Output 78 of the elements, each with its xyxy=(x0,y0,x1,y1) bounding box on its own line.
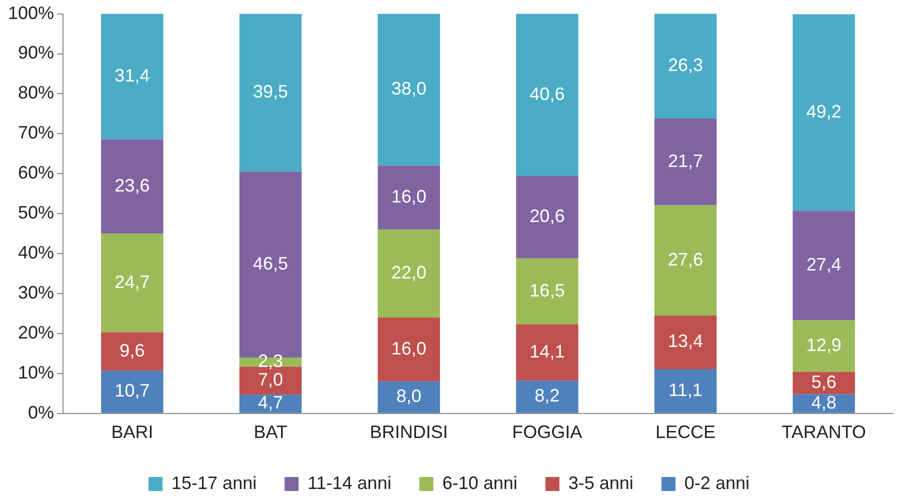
x-tick-label: FOGGIA xyxy=(512,422,582,442)
bar xyxy=(516,176,578,258)
data-label: 38,0 xyxy=(391,78,426,99)
bar xyxy=(792,210,855,320)
data-label: 8,2 xyxy=(534,386,560,406)
data-label: 21,7 xyxy=(668,150,704,171)
x-tick-label: TARANTO xyxy=(782,422,866,442)
data-label: 11,1 xyxy=(668,380,702,400)
bar xyxy=(654,316,717,370)
data-label: 26,3 xyxy=(668,54,704,75)
data-label: 23,6 xyxy=(114,175,150,196)
data-label: 4,7 xyxy=(258,392,284,413)
x-tick-label: BAT xyxy=(254,422,288,442)
legend-label: 6-10 anni xyxy=(442,472,518,493)
data-label: 16,5 xyxy=(530,280,565,300)
y-tick-label: 80% xyxy=(18,82,54,103)
data-label: 40,6 xyxy=(530,84,565,104)
bar xyxy=(101,14,164,140)
bar xyxy=(378,230,440,318)
bar xyxy=(378,166,440,230)
bar xyxy=(792,14,855,211)
data-label: 5,6 xyxy=(811,372,836,392)
bar xyxy=(239,14,302,172)
bar xyxy=(516,258,578,324)
data-label: 46,5 xyxy=(253,254,288,274)
bar xyxy=(378,14,440,166)
bar xyxy=(516,14,578,176)
y-tick-label: 10% xyxy=(18,362,54,382)
data-label: 4,8 xyxy=(811,392,836,413)
bar xyxy=(101,234,164,332)
data-label: 8,0 xyxy=(396,386,422,406)
data-label: 22,0 xyxy=(391,262,426,283)
x-tick-label: BRINDISI xyxy=(370,422,448,442)
data-label: 2,3 xyxy=(258,351,284,372)
data-label: 20,6 xyxy=(530,206,565,226)
y-tick-label: 100% xyxy=(8,2,54,23)
bar xyxy=(239,394,302,413)
legend-label: 11-14 anni xyxy=(308,472,392,493)
bar xyxy=(654,118,717,206)
data-label: 9,6 xyxy=(120,340,145,360)
bar xyxy=(101,139,164,234)
data-label: 7,0 xyxy=(258,370,284,390)
data-label: 24,7 xyxy=(114,272,150,292)
y-tick-label: 60% xyxy=(18,162,54,183)
data-label: 27,6 xyxy=(668,249,704,270)
data-label: 10,7 xyxy=(114,380,150,401)
bar xyxy=(654,205,717,316)
x-tick-label: BARI xyxy=(111,422,154,442)
x-tick-label: LECCE xyxy=(655,422,716,442)
legend-label: 0-2 anni xyxy=(684,472,750,493)
y-tick-label: 30% xyxy=(18,282,54,302)
bar xyxy=(378,381,440,413)
bar xyxy=(654,14,717,118)
y-tick-label: 20% xyxy=(18,322,54,342)
y-tick-label: 40% xyxy=(18,242,54,263)
y-tick-label: 50% xyxy=(18,202,54,223)
bar xyxy=(101,332,164,371)
bar xyxy=(378,317,440,382)
legend-label: 15-17 anni xyxy=(172,472,257,493)
data-label: 39,5 xyxy=(253,82,288,102)
data-label: 14,1 xyxy=(530,341,565,362)
bar xyxy=(516,324,578,381)
data-label: 27,4 xyxy=(806,254,842,275)
bar xyxy=(516,380,578,413)
data-label: 13,4 xyxy=(668,331,704,352)
data-label: 16,0 xyxy=(391,186,426,207)
data-label: 49,2 xyxy=(806,101,842,122)
bar xyxy=(792,394,855,413)
bar xyxy=(101,370,164,413)
data-label: 12,9 xyxy=(806,335,842,356)
bar xyxy=(654,369,717,413)
data-label: 16,0 xyxy=(391,338,426,358)
data-label: 31,4 xyxy=(114,66,150,86)
y-tick-label: 0% xyxy=(28,402,54,422)
y-tick-label: 70% xyxy=(18,122,54,143)
y-tick-label: 90% xyxy=(18,42,54,63)
legend-label: 3-5 anni xyxy=(568,472,634,493)
bar xyxy=(792,320,855,372)
